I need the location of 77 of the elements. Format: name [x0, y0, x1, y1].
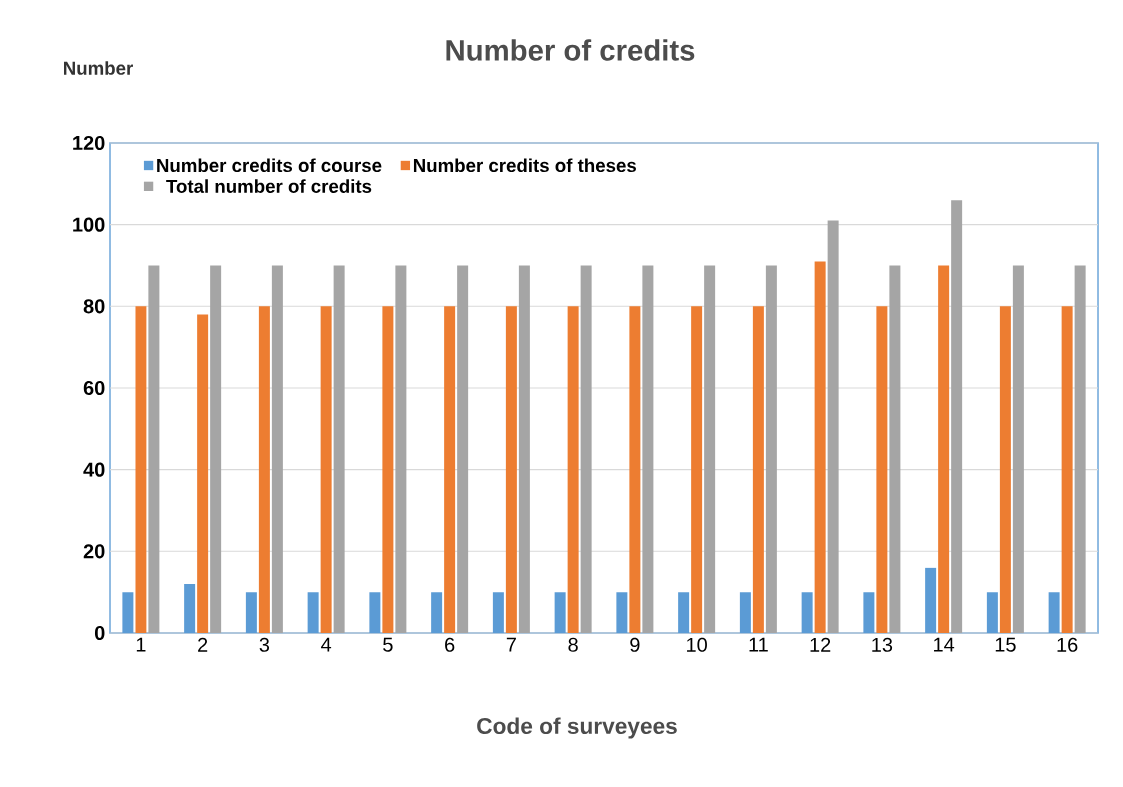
bar	[938, 265, 950, 633]
x-tick-label: 5	[383, 637, 393, 652]
bar	[889, 265, 901, 633]
y-tick-label: 20	[83, 544, 105, 559]
x-tick-label: 6	[445, 637, 455, 652]
y-tick-label: 40	[83, 462, 105, 477]
bar	[245, 592, 257, 633]
x-tick-label: 7	[506, 637, 516, 652]
bar	[135, 306, 147, 633]
bar	[704, 265, 716, 633]
bar	[739, 592, 751, 633]
bar	[616, 592, 628, 633]
x-tick-label: 8	[568, 637, 578, 652]
y-tick-label: 0	[94, 625, 105, 641]
bar	[876, 306, 888, 633]
bar	[1012, 265, 1024, 633]
bar	[951, 200, 963, 633]
legend-label: Number credits of course	[157, 158, 382, 173]
bar	[457, 265, 469, 633]
bar	[197, 314, 209, 633]
bar	[444, 306, 456, 633]
bar	[333, 265, 345, 633]
x-tick-label: 16	[1057, 637, 1078, 652]
bar	[580, 265, 592, 633]
bar	[395, 265, 407, 633]
y-tick-label: 80	[83, 299, 105, 314]
bar	[431, 592, 443, 633]
bar	[307, 592, 319, 633]
bar	[320, 306, 332, 633]
bar	[148, 265, 160, 633]
bar	[827, 220, 839, 633]
x-tick-label: 10	[687, 637, 707, 652]
x-tick-label: 13	[872, 637, 893, 652]
bar	[752, 306, 764, 633]
x-tick-label: 2	[198, 637, 208, 652]
bar	[184, 583, 196, 633]
bar	[1061, 306, 1073, 633]
bar	[863, 592, 875, 633]
x-tick-label: 15	[995, 637, 1016, 652]
x-tick-label: 1	[136, 637, 146, 652]
bar	[567, 306, 579, 633]
bar	[814, 261, 826, 633]
y-axis-title: Number	[64, 61, 133, 75]
bar	[642, 265, 654, 633]
bar	[986, 592, 998, 633]
bar	[691, 306, 703, 633]
x-tick-label: 9	[630, 637, 640, 652]
bar	[271, 265, 283, 633]
bar	[629, 306, 641, 633]
bar	[554, 592, 566, 633]
y-tick-label: 60	[83, 380, 105, 396]
x-axis-title: Code of surveyees	[477, 717, 677, 739]
x-tick-label: 4	[321, 637, 332, 652]
bar	[925, 567, 937, 633]
bar	[1074, 265, 1086, 633]
bar	[765, 265, 777, 633]
x-tick-label: 3	[259, 637, 270, 652]
bar	[122, 592, 134, 633]
chart-title: Number of credits	[446, 39, 695, 61]
x-tick-label: 11	[749, 637, 768, 652]
bar	[999, 306, 1011, 633]
y-tick-label: 100	[73, 217, 105, 232]
x-tick-label: 12	[810, 637, 831, 652]
bar	[258, 306, 270, 633]
bar	[369, 592, 381, 633]
bar	[492, 592, 504, 633]
x-tick-label: 14	[934, 637, 955, 652]
bar	[518, 265, 530, 633]
bar	[505, 306, 517, 633]
bar	[801, 592, 813, 633]
legend-label: Number credits of theses	[413, 158, 636, 173]
legend-label: Total number of credits	[166, 179, 372, 193]
bar	[210, 265, 222, 633]
bar	[1048, 592, 1060, 633]
bar	[678, 592, 690, 633]
y-tick-label: 120	[73, 135, 105, 151]
bar	[382, 306, 394, 633]
